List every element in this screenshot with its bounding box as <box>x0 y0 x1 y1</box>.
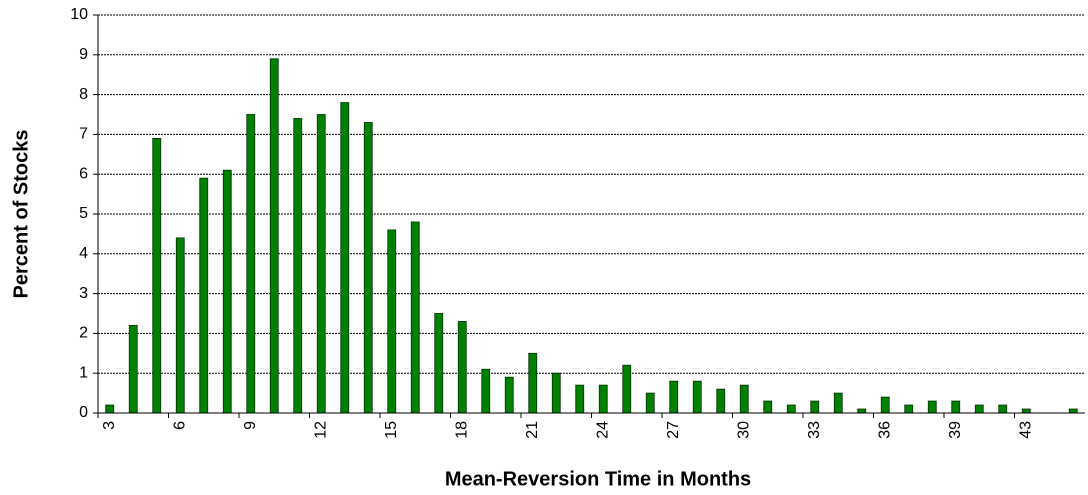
y-tick-label: 7 <box>79 126 88 143</box>
bar <box>598 384 608 414</box>
bar <box>481 368 491 414</box>
y-tick-label: 9 <box>79 46 88 63</box>
bar <box>387 229 397 414</box>
bar <box>739 384 749 414</box>
bar <box>269 58 279 414</box>
bar <box>786 404 796 414</box>
bar <box>974 404 984 414</box>
bar <box>880 396 890 414</box>
x-tick-label: 33 <box>806 421 823 439</box>
x-tick-label: 12 <box>312 421 329 439</box>
y-tick-label: 4 <box>79 245 88 262</box>
bar <box>551 372 561 414</box>
y-tick-label: 8 <box>79 86 88 103</box>
x-tick-label: 43 <box>1017 421 1034 439</box>
x-tick-label: 36 <box>876 421 893 439</box>
y-axis-title: Percent of Stocks <box>10 130 32 299</box>
bar <box>575 384 585 414</box>
x-tick-label: 15 <box>383 421 400 439</box>
bar <box>246 114 256 414</box>
x-tick-label: 6 <box>171 421 188 430</box>
bar <box>363 122 373 414</box>
bar <box>105 404 115 414</box>
y-tick-label: 0 <box>79 404 88 421</box>
bar <box>293 118 303 414</box>
bar <box>1021 408 1031 414</box>
bar <box>504 376 514 414</box>
x-tick-label: 21 <box>524 421 541 439</box>
bar <box>152 137 162 414</box>
bar <box>833 392 843 414</box>
bar <box>622 364 632 414</box>
bar <box>410 221 420 414</box>
bar <box>199 177 209 414</box>
y-tick-label: 6 <box>79 165 88 182</box>
bar <box>457 321 467 414</box>
bar <box>927 400 937 414</box>
x-axis-title: Mean-Reversion Time in Months <box>445 468 751 490</box>
bar <box>1068 408 1078 414</box>
y-tick-label: 3 <box>79 285 88 302</box>
bar <box>951 400 961 414</box>
bar <box>222 169 232 414</box>
y-tick-label: 1 <box>79 364 88 381</box>
bar <box>175 237 185 414</box>
x-tick-label: 9 <box>242 421 259 430</box>
bar <box>340 102 350 414</box>
y-tick-label: 2 <box>79 325 88 342</box>
bar <box>528 352 538 414</box>
bar <box>857 408 867 414</box>
x-tick-label: 39 <box>947 421 964 439</box>
bar <box>669 380 679 414</box>
bar <box>763 400 773 414</box>
bar <box>692 380 702 414</box>
bar <box>434 313 444 414</box>
x-tick-label: 24 <box>594 421 611 439</box>
bar <box>645 392 655 414</box>
bar <box>716 388 726 414</box>
x-tick-label: 27 <box>665 421 682 439</box>
bar <box>998 404 1008 414</box>
x-tick-label: 18 <box>453 421 470 439</box>
y-tick-label: 10 <box>70 6 88 23</box>
y-tick-label: 5 <box>79 205 88 222</box>
bar <box>316 114 326 414</box>
x-tick-label: 30 <box>735 421 752 439</box>
x-tick-label: 3 <box>101 421 118 430</box>
bar <box>904 404 914 414</box>
bar <box>128 325 138 414</box>
bar <box>810 400 820 414</box>
